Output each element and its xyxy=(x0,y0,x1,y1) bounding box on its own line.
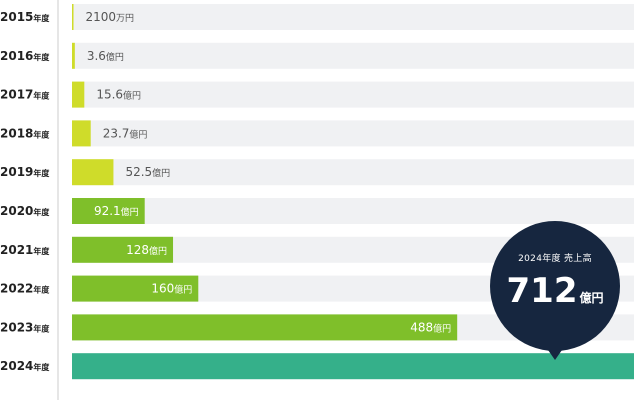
value-label: 488億円 xyxy=(410,320,451,334)
year-label: 2017年度 xyxy=(0,88,50,102)
year-label: 2024年度 xyxy=(0,359,50,373)
callout-unit: 億円 xyxy=(579,291,604,305)
year-label: 2022年度 xyxy=(0,282,50,296)
year-labels: 2015年度 2016年度 2017年度 2018年度 2019年度 2020年度 2021… xyxy=(0,10,50,373)
year-label: 2016年度 xyxy=(0,49,50,63)
value-label: 52.5億円 xyxy=(125,165,170,179)
bar-0 xyxy=(72,4,74,30)
value-label: 3.6億円 xyxy=(87,49,124,63)
year-label: 2023年度 xyxy=(0,320,50,334)
bar-6 xyxy=(72,236,174,263)
year-label: 2018年度 xyxy=(0,126,50,140)
callout-caption: 2024年度 売上高 xyxy=(518,254,592,264)
year-label: 2015年度 xyxy=(0,10,50,24)
value-label: 23.7億円 xyxy=(103,126,148,140)
value-label: 2100万円 xyxy=(86,10,135,24)
bar-track xyxy=(72,159,634,186)
year-label: 2021年度 xyxy=(0,243,50,257)
value-label: 128億円 xyxy=(126,243,167,257)
bars xyxy=(72,4,634,380)
bar-track xyxy=(72,4,634,30)
value-label: 15.6億円 xyxy=(96,88,141,102)
bar-track xyxy=(72,198,634,224)
bar-1 xyxy=(72,42,75,69)
callout-value-row: 712 億円 xyxy=(490,271,620,311)
value-label: 160億円 xyxy=(151,282,192,296)
bar-track xyxy=(72,42,634,69)
sales-callout-bubble: 2024年度 売上高 712 億円 xyxy=(490,221,620,360)
bar-4 xyxy=(72,159,114,186)
value-label: 92.1億円 xyxy=(94,204,139,218)
callout-value: 712 xyxy=(506,271,578,311)
bar-7 xyxy=(72,275,199,302)
bar-3 xyxy=(72,120,91,147)
bar-track xyxy=(72,81,634,108)
bar-8 xyxy=(72,314,458,341)
bar-9 xyxy=(72,353,634,380)
bar-2 xyxy=(72,81,85,108)
value-labels: 2100万円 3.6億円 15.6億円 23.7億円 52.5億円 92.1億円 128億円… xyxy=(86,10,452,334)
bar-track xyxy=(72,120,634,147)
bar-5 xyxy=(72,198,145,224)
year-label: 2019年度 xyxy=(0,165,50,179)
year-label: 2020年度 xyxy=(0,204,50,218)
